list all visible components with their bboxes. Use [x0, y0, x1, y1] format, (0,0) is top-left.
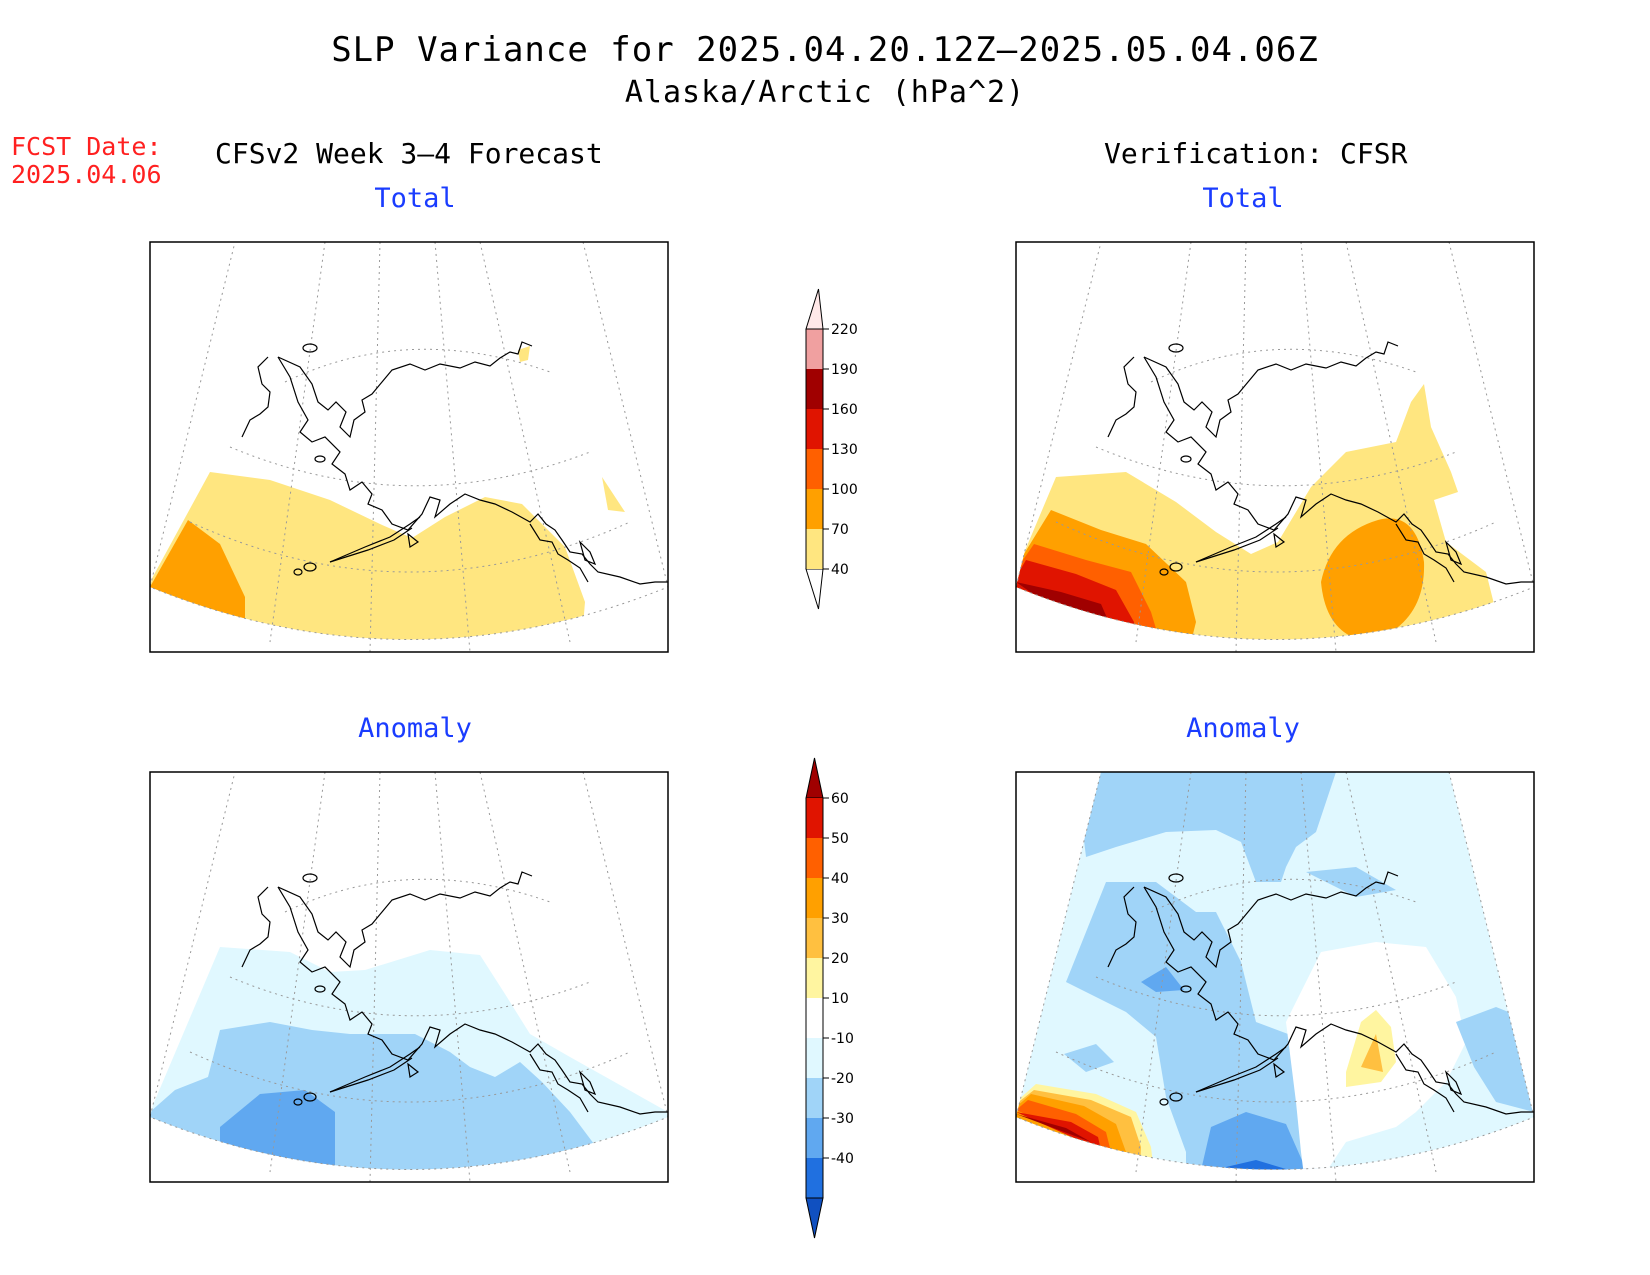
- anomaly-colorbar-label: 20: [831, 951, 849, 967]
- total-colorbar-bin: [806, 449, 823, 489]
- forecast-total-heading: Total: [374, 183, 456, 214]
- anomaly-colorbar-bin: [806, 918, 823, 958]
- anomaly-colorbar-label: 50: [831, 831, 849, 847]
- total-colorbar-bin: [806, 369, 823, 409]
- anomaly-colorbar-label: -10: [831, 1031, 854, 1047]
- fcst-date-label: FCST Date:: [11, 132, 162, 161]
- figure-title: SLP Variance for 2025.04.20.12Z–2025.05.…: [331, 30, 1319, 70]
- anomaly-colorbar-bin: [806, 1038, 823, 1078]
- anomaly-colorbar-bin: [806, 798, 823, 838]
- anomaly-colorbar-bin: [806, 1158, 823, 1198]
- total-colorbar-bin: [806, 489, 823, 529]
- anomaly-colorbar-bin: [806, 958, 823, 998]
- anomaly-colorbar-label: 30: [831, 911, 849, 927]
- total-colorbar-label: 70: [831, 522, 849, 538]
- verification-anomaly-map: [1015, 771, 1535, 1183]
- fcst-date-value: 2025.04.06: [11, 160, 162, 189]
- total-colorbar-high-end: [805, 288, 824, 330]
- anomaly-colorbar-label: 60: [831, 791, 849, 807]
- anomaly-colorbar-high-end: [805, 757, 824, 799]
- total-colorbar-label: 190: [831, 362, 858, 378]
- forecast-total-map: [149, 241, 669, 653]
- anomaly-colorbar-label: -40: [831, 1151, 854, 1167]
- verification-total-heading: Total: [1202, 183, 1284, 214]
- anomaly-colorbar-bin: [806, 998, 823, 1038]
- forecast-column-heading: CFSv2 Week 3–4 Forecast: [215, 137, 603, 170]
- anomaly-colorbar-bin: [806, 878, 823, 918]
- anomaly-colorbar-bin: [806, 838, 823, 878]
- anomaly-colorbar-label: -30: [831, 1111, 854, 1127]
- total-colorbar: 40 70 100 130 160 190 220: [805, 288, 858, 610]
- total-colorbar-bin: [806, 409, 823, 449]
- verification-column-heading: Verification: CFSR: [1104, 137, 1408, 170]
- total-colorbar-label: 40: [831, 562, 849, 578]
- total-colorbar-label: 220: [831, 322, 858, 338]
- total-colorbar-bin: [806, 529, 823, 569]
- verification-total-map: [1015, 241, 1535, 653]
- anomaly-colorbar-label: 40: [831, 871, 849, 887]
- figure-subtitle: Alaska/Arctic (hPa^2): [624, 75, 1026, 110]
- anomaly-colorbar-label: -20: [831, 1071, 854, 1087]
- anomaly-colorbar-low-end: [805, 1197, 824, 1239]
- total-colorbar-bin: [806, 329, 823, 369]
- total-colorbar-low-end: [805, 568, 824, 610]
- total-colorbar-label: 100: [831, 482, 858, 498]
- total-colorbar-label: 160: [831, 402, 858, 418]
- anomaly-colorbar-bin: [806, 1118, 823, 1158]
- anomaly-colorbar-bin: [806, 1078, 823, 1118]
- total-colorbar-label: 130: [831, 442, 858, 458]
- forecast-anomaly-map: [149, 771, 669, 1183]
- forecast-anomaly-heading: Anomaly: [358, 713, 472, 744]
- anomaly-colorbar-label: 10: [831, 991, 849, 1007]
- anomaly-colorbar: 60 50 40 30 20 10 -10 -20 -30 -40: [805, 757, 854, 1239]
- verification-anomaly-heading: Anomaly: [1186, 713, 1300, 744]
